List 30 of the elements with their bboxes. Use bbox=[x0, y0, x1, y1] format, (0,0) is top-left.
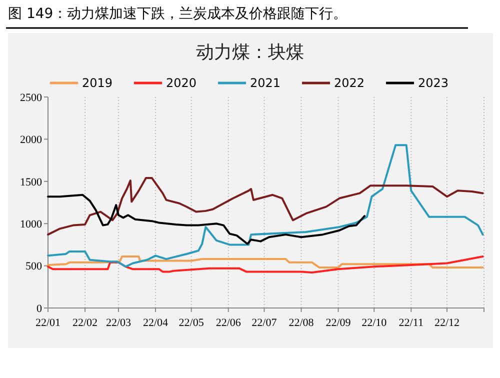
y-tick-label: 2000 bbox=[20, 134, 42, 146]
line-series bbox=[47, 144, 484, 268]
x-tick-label: 22/03 bbox=[106, 317, 132, 329]
line-series bbox=[47, 256, 484, 274]
legend-label: 2023 bbox=[418, 76, 449, 90]
y-tick-label: 1000 bbox=[20, 218, 42, 230]
x-tick-label: 22/11 bbox=[398, 317, 424, 329]
x-tick-label: 22/04 bbox=[142, 317, 169, 329]
line-series bbox=[47, 256, 484, 268]
chart-title: 图 149：动力煤加速下跌，兰炭成本及价格跟随下行。 bbox=[8, 6, 348, 22]
y-tick-label: 1500 bbox=[20, 176, 42, 188]
legend-label: 2022 bbox=[334, 76, 365, 90]
x-tick-label: 22/06 bbox=[216, 317, 242, 329]
x-tick-label: 22/12 bbox=[434, 317, 460, 329]
chart-subtitle: 动力煤：块煤 bbox=[196, 42, 304, 63]
x-tick-label: 22/08 bbox=[288, 317, 314, 329]
legend-label: 2021 bbox=[250, 76, 281, 90]
y-tick-label: 0 bbox=[36, 302, 42, 315]
y-tick-label: 500 bbox=[26, 260, 42, 273]
line-series bbox=[47, 194, 366, 245]
legend-label: 2020 bbox=[166, 76, 197, 90]
x-tick-label: 22/07 bbox=[252, 317, 278, 329]
y-tick-label: 2500 bbox=[20, 92, 42, 104]
x-tick-label: 22/05 bbox=[178, 317, 204, 329]
x-tick-label: 22/02 bbox=[72, 317, 98, 329]
x-tick-label: 22/01 bbox=[35, 317, 61, 329]
legend-label: 2019 bbox=[82, 76, 113, 90]
x-tick-label: 22/10 bbox=[362, 317, 388, 329]
line-series bbox=[47, 177, 484, 236]
x-tick-label: 22/09 bbox=[326, 317, 352, 329]
